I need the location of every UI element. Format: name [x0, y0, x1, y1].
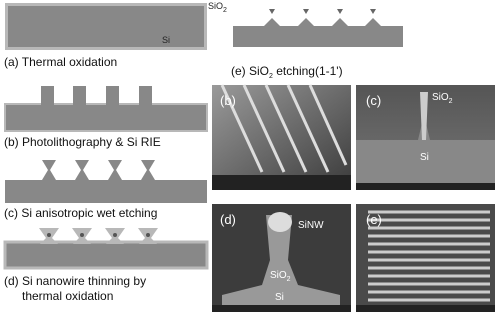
- sem-image: [356, 85, 495, 190]
- step-label: (b) Photolithography & Si RIE: [4, 135, 161, 149]
- step-label: (d) Si nanowire thinning by: [4, 274, 146, 288]
- substrate-label: Si: [420, 152, 429, 163]
- panel-tag: (e): [366, 212, 382, 227]
- sem-image: [212, 204, 351, 312]
- text: 2: [269, 73, 273, 80]
- step-label: (e) SiO2 etching(1-1'): [231, 64, 343, 80]
- text: etching(1-1'): [273, 64, 343, 78]
- pillars: [4, 86, 208, 132]
- substrate-label: Si: [162, 35, 170, 45]
- panel-tag: (d): [220, 212, 236, 227]
- text: 2: [223, 7, 227, 14]
- step-label: (a) Thermal oxidation: [4, 55, 117, 69]
- panel-tag: (b): [220, 93, 236, 108]
- released-wires: [233, 9, 403, 47]
- text: SiO: [270, 270, 287, 281]
- text: SiO: [432, 92, 449, 103]
- sem-image: [212, 84, 351, 190]
- step-label: thermal oxidation: [22, 289, 113, 303]
- wire-label: SiNW: [298, 220, 324, 231]
- oxide-label: SiO2: [208, 1, 227, 14]
- step-label: (c) Si anisotropic wet etching: [4, 206, 157, 220]
- substrate-label: Si: [275, 292, 284, 303]
- panel-tag: (c): [366, 93, 381, 108]
- silicon: [8, 6, 204, 47]
- oxide-label: SiO2: [270, 270, 291, 283]
- text: 2: [449, 98, 453, 105]
- sem-image: [356, 204, 495, 312]
- etched-structure: [5, 160, 207, 203]
- text: SiO: [208, 1, 223, 11]
- oxidized-structure: [3, 228, 209, 270]
- text: 2: [287, 276, 291, 283]
- text: (e) SiO: [231, 64, 269, 78]
- oxide-label: SiO2: [432, 92, 453, 105]
